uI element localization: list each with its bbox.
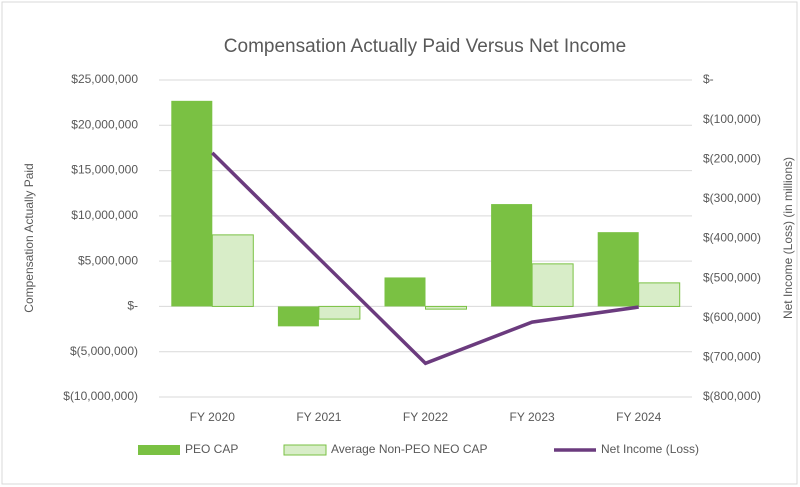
legend-swatch	[138, 445, 180, 455]
chart-title: Compensation Actually Paid Versus Net In…	[224, 36, 626, 57]
y-tick-label: $15,000,000	[71, 163, 138, 177]
bar	[318, 305, 361, 320]
bar	[171, 100, 213, 307]
y-tick-label: $(10,000,000)	[63, 389, 138, 403]
legend-label: PEO CAP	[185, 442, 238, 456]
x-tick-label: FY 2022	[403, 410, 448, 424]
bar	[597, 232, 639, 307]
bar	[491, 204, 533, 307]
bar	[638, 282, 681, 307]
line	[211, 151, 639, 366]
y-axis-title: Compensation Actually Paid	[22, 163, 36, 312]
y2-axis-title: Net Income (Loss) (in millions)	[781, 157, 795, 319]
y2-tick-label: $(600,000)	[703, 310, 761, 324]
y2-tick-label: $(800,000)	[703, 389, 761, 403]
x-tick-label: FY 2020	[190, 410, 235, 424]
y2-tick-label: $(400,000)	[703, 231, 761, 245]
bar	[211, 234, 254, 307]
y2-tick-label: $-	[703, 72, 714, 86]
y2-tick-label: $(500,000)	[703, 270, 761, 284]
x-tick-label: FY 2023	[510, 410, 555, 424]
x-tick-label: FY 2021	[296, 410, 341, 424]
bar	[531, 263, 574, 307]
bar	[384, 277, 426, 307]
bar	[425, 305, 467, 310]
y2-tick-label: $(200,000)	[703, 151, 761, 165]
legend-swatch	[283, 444, 327, 456]
y-tick-label: $-	[127, 299, 138, 313]
y2-tick-label: $(300,000)	[703, 191, 761, 205]
bar	[277, 306, 319, 327]
x-tick-label: FY 2024	[616, 410, 661, 424]
y-tick-label: $25,000,000	[71, 72, 138, 86]
y-tick-label: $5,000,000	[78, 253, 138, 267]
legend-label: Net Income (Loss)	[601, 442, 699, 456]
legend-label: Average Non-PEO NEO CAP	[331, 442, 488, 456]
y2-tick-label: $(700,000)	[703, 350, 761, 364]
y-tick-label: $(5,000,000)	[70, 344, 138, 358]
y-tick-label: $20,000,000	[71, 117, 138, 131]
y2-tick-label: $(100,000)	[703, 112, 761, 126]
y-tick-label: $10,000,000	[71, 208, 138, 222]
